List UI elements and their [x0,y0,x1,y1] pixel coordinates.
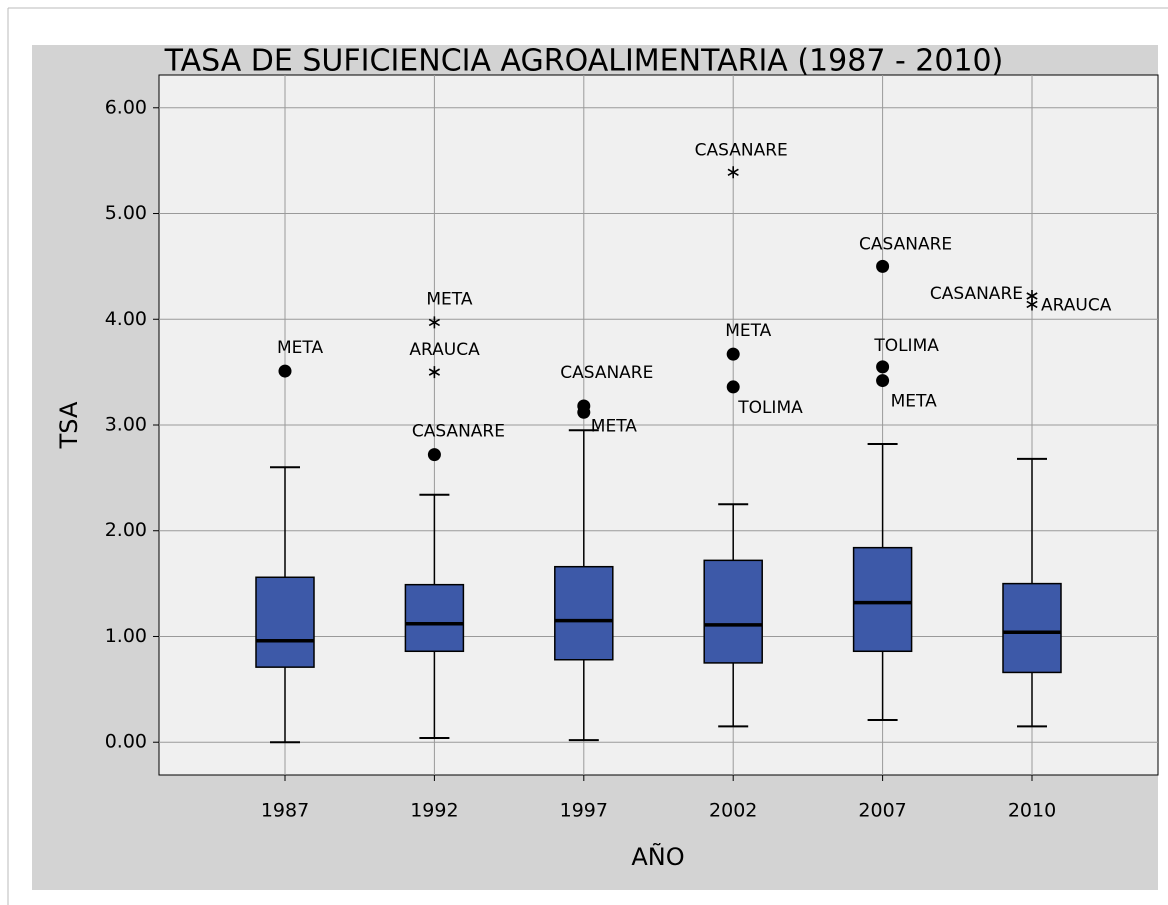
box [255,576,315,668]
outlier-label: ARAUCA [409,340,480,360]
outlier-circle [427,448,441,462]
outlier-star [428,316,440,329]
y-tick-label: 1.00 [105,625,147,647]
chart-title: TASA DE SUFICIENCIA AGROALIMENTARIA (198… [164,44,1004,79]
x-tick-label: 1997 [560,800,608,822]
x-tick-label: 1987 [261,800,309,822]
outlier-label: CASANARE [412,422,505,442]
outlier-label: META [891,392,937,412]
x-tick-label: 1992 [410,800,458,822]
x-tick-label: 2010 [1008,800,1056,822]
outlier-label: META [725,321,771,341]
outlier-star [727,166,739,179]
outlier-label: CASANARE [930,284,1023,304]
y-tick-label: 2.00 [105,519,147,541]
outlier-label: CASANARE [695,140,788,160]
outlier-label: CASANARE [560,363,653,383]
outlier-label: META [277,338,323,358]
y-tick-label: 0.00 [105,731,147,753]
outlier-label: META [426,289,472,309]
y-axis-label: TSA [55,401,83,449]
outlier-circle [876,360,890,374]
y-tick-label: 5.00 [105,202,147,224]
x-tick-label: 2007 [858,800,906,822]
box [852,546,913,653]
box [1002,582,1062,674]
outlier-star [428,366,440,379]
outlier-circle [577,405,591,419]
outlier-label: CASANARE [859,234,952,254]
outlier-star [1026,298,1038,311]
outlier-circle [278,364,292,378]
outlier-circle [726,347,740,361]
outlier-label: TOLIMA [873,336,939,356]
outlier-circle [726,380,740,394]
y-tick-label: 6.00 [105,96,147,118]
outlier-circle [876,259,890,273]
x-tick-label: 2002 [709,800,757,822]
outlier-label: TOLIMA [737,398,803,418]
outlier-circle [876,374,890,388]
box [703,559,763,664]
outlier-label: ARAUCA [1041,295,1112,315]
box [554,565,614,661]
outlier-label: META [591,416,637,436]
x-axis-label: AÑO [631,841,684,871]
box [404,583,465,653]
y-tick-label: 3.00 [105,414,147,436]
y-tick-label: 4.00 [105,308,147,330]
